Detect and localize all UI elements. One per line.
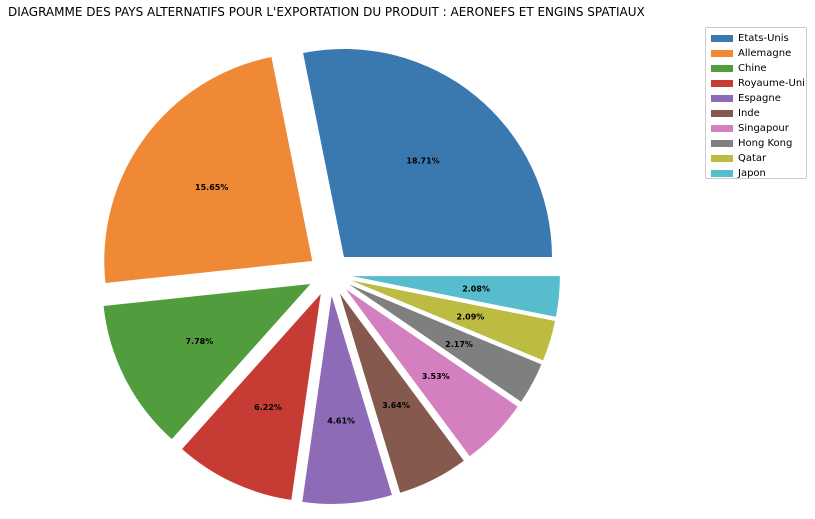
legend-item-allemagne: Allemagne bbox=[711, 46, 806, 61]
legend-swatch bbox=[711, 65, 733, 72]
legend-label: Hong Kong bbox=[738, 138, 793, 149]
pie-slice-hong-kong bbox=[349, 284, 542, 402]
pie-slice-espagne bbox=[302, 295, 392, 504]
legend-swatch bbox=[711, 35, 733, 42]
pie-slice-etats-unis bbox=[303, 48, 552, 257]
pie-slice-qatar bbox=[351, 280, 556, 361]
legend-item-royaume-uni: Royaume-Uni bbox=[711, 76, 806, 91]
slice-pct-label-espagne: 4.61% bbox=[327, 416, 355, 425]
legend-swatch bbox=[711, 170, 733, 177]
slice-pct-label-hong-kong: 2.17% bbox=[445, 340, 473, 349]
legend-label: Chine bbox=[738, 63, 767, 74]
pie-slice-japon bbox=[351, 276, 560, 317]
legend-item-japon: Japon bbox=[711, 166, 806, 181]
legend-item-chine: Chine bbox=[711, 61, 806, 76]
legend-item-hong-kong: Hong Kong bbox=[711, 136, 806, 151]
pie-chart: 18.71% 15.65% 7.78% 6.22% 4.61% 3.64% 3.53% 2.1… bbox=[103, 48, 560, 504]
legend-item-qatar: Qatar bbox=[711, 151, 806, 166]
legend-item-singapour: Singapour bbox=[711, 121, 806, 136]
legend-swatch bbox=[711, 50, 733, 57]
slice-pct-label-qatar: 2.09% bbox=[457, 313, 485, 322]
legend-label: Royaume-Uni bbox=[738, 78, 805, 89]
legend-label: Allemagne bbox=[738, 48, 792, 59]
pie-slice-allemagne bbox=[104, 57, 313, 283]
legend-label: Espagne bbox=[738, 93, 781, 104]
pie-slice-royaume-uni bbox=[182, 293, 321, 500]
pie-slice-inde bbox=[339, 293, 464, 493]
slice-pct-label-inde: 3.64% bbox=[382, 401, 410, 410]
legend-label: Qatar bbox=[738, 153, 767, 164]
legend-swatch bbox=[711, 155, 733, 162]
slice-pct-label-chine: 7.78% bbox=[185, 337, 213, 346]
legend-item-etats-unis: Etats-Unis bbox=[711, 31, 806, 46]
pie-slice-singapour bbox=[345, 289, 518, 457]
chart-title: DIAGRAMME DES PAYS ALTERNATIFS POUR L'EX… bbox=[8, 5, 645, 19]
legend-swatch bbox=[711, 125, 733, 132]
legend-label: Etats-Unis bbox=[738, 33, 789, 44]
legend-swatch bbox=[711, 140, 733, 147]
legend-swatch bbox=[711, 110, 733, 117]
pie-slice-chine bbox=[103, 284, 311, 440]
legend-item-espagne: Espagne bbox=[711, 91, 806, 106]
slice-pct-label-japon: 2.08% bbox=[462, 284, 490, 293]
slice-pct-label-etats-unis: 18.71% bbox=[406, 156, 439, 165]
legend-label: Japon bbox=[738, 168, 766, 179]
slice-pct-label-allemagne: 15.65% bbox=[195, 183, 228, 192]
legend-swatch bbox=[711, 95, 733, 102]
legend: Etats-Unis Allemagne Chine Royaume-Uni Espag… bbox=[705, 27, 807, 179]
legend-label: Singapour bbox=[738, 123, 789, 134]
legend-swatch bbox=[711, 80, 733, 87]
legend-label: Inde bbox=[738, 108, 760, 119]
slice-pct-label-singapour: 3.53% bbox=[422, 372, 450, 381]
slice-pct-label-royaume-uni: 6.22% bbox=[254, 403, 282, 412]
legend-item-inde: Inde bbox=[711, 106, 806, 121]
